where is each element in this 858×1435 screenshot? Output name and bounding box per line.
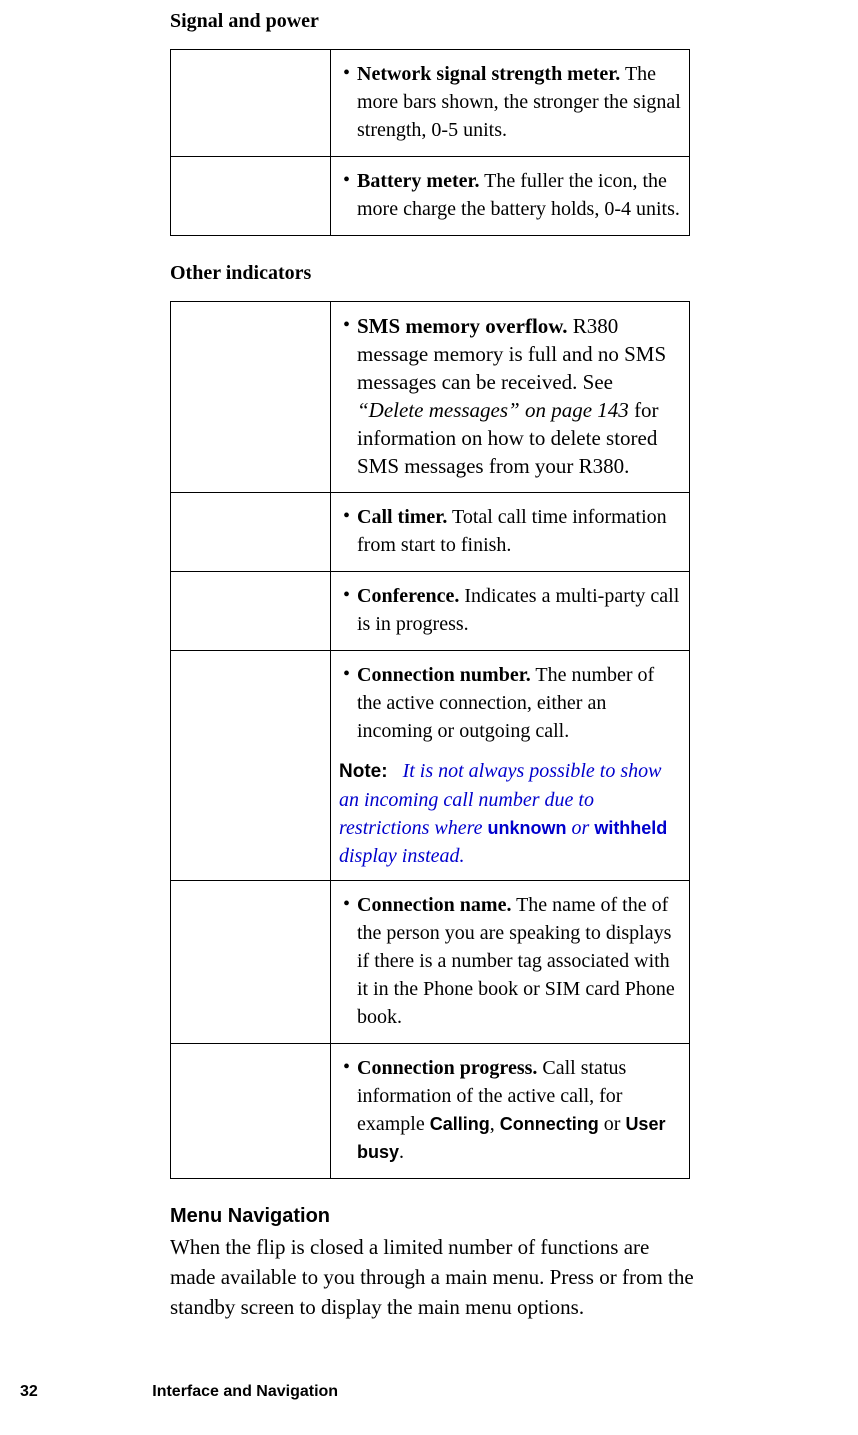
desc-cell: • Call timer. Total call time informatio… — [331, 493, 690, 572]
chapter-title: Interface and Navigation — [152, 1383, 338, 1400]
desc-cell: • Connection name. The name of the of th… — [331, 881, 690, 1044]
table-row: • Conference. Indicates a multi-party ca… — [171, 572, 690, 651]
table-row: • Connection number. The number of the a… — [171, 651, 690, 881]
bullet-icon: • — [339, 661, 357, 687]
paragraph-menu-navigation: When the flip is closed a limited number… — [170, 1232, 700, 1322]
desc-cell: • Battery meter. The fuller the icon, th… — [331, 157, 690, 236]
bullet-icon: • — [339, 582, 357, 608]
bullet-text: Connection progress. Call status informa… — [357, 1054, 681, 1166]
table-row: • Call timer. Total call time informatio… — [171, 493, 690, 572]
bullet-text: Call timer. Total call time information … — [357, 503, 681, 559]
bullet-icon: • — [339, 503, 357, 529]
desc-cell: • Connection progress. Call status infor… — [331, 1044, 690, 1179]
page: Signal and power • Network signal streng… — [0, 10, 858, 1435]
table-row: • Battery meter. The fuller the icon, th… — [171, 157, 690, 236]
bullet-text: Conference. Indicates a multi-party call… — [357, 582, 681, 638]
heading-other-indicators: Other indicators — [170, 262, 798, 285]
icon-cell — [171, 50, 331, 157]
desc-cell: • Conference. Indicates a multi-party ca… — [331, 572, 690, 651]
table-row: • Connection progress. Call status infor… — [171, 1044, 690, 1179]
table-signal-power: • Network signal strength meter. The mor… — [170, 49, 690, 236]
note-block: Note: It is not always possible to show … — [339, 757, 681, 870]
bullet-text: Network signal strength meter. The more … — [357, 60, 681, 144]
icon-cell — [171, 493, 331, 572]
desc-cell: • SMS memory overflow. R380 message memo… — [331, 302, 690, 493]
table-row: • Connection name. The name of the of th… — [171, 881, 690, 1044]
icon-cell — [171, 1044, 331, 1179]
heading-menu-navigation: Menu Navigation — [170, 1205, 798, 1228]
icon-cell — [171, 881, 331, 1044]
icon-cell — [171, 302, 331, 493]
page-number: 32 — [20, 1383, 38, 1400]
icon-cell — [171, 157, 331, 236]
table-row: • Network signal strength meter. The mor… — [171, 50, 690, 157]
table-other-indicators: • SMS memory overflow. R380 message memo… — [170, 301, 690, 1179]
icon-cell — [171, 572, 331, 651]
page-footer: 32 Interface and Navigation — [20, 1383, 338, 1401]
bullet-text: Connection name. The name of the of the … — [357, 891, 681, 1031]
bullet-icon: • — [339, 167, 357, 193]
heading-signal-power: Signal and power — [170, 10, 798, 33]
bullet-text: SMS memory overflow. R380 message memory… — [357, 312, 681, 480]
bullet-icon: • — [339, 312, 357, 338]
bullet-text: Connection number. The number of the act… — [357, 661, 681, 745]
bullet-icon: • — [339, 60, 357, 86]
bullet-icon: • — [339, 891, 357, 917]
icon-cell — [171, 651, 331, 881]
bullet-icon: • — [339, 1054, 357, 1080]
bullet-text: Battery meter. The fuller the icon, the … — [357, 167, 681, 223]
desc-cell: • Connection number. The number of the a… — [331, 651, 690, 881]
desc-cell: • Network signal strength meter. The mor… — [331, 50, 690, 157]
table-row: • SMS memory overflow. R380 message memo… — [171, 302, 690, 493]
